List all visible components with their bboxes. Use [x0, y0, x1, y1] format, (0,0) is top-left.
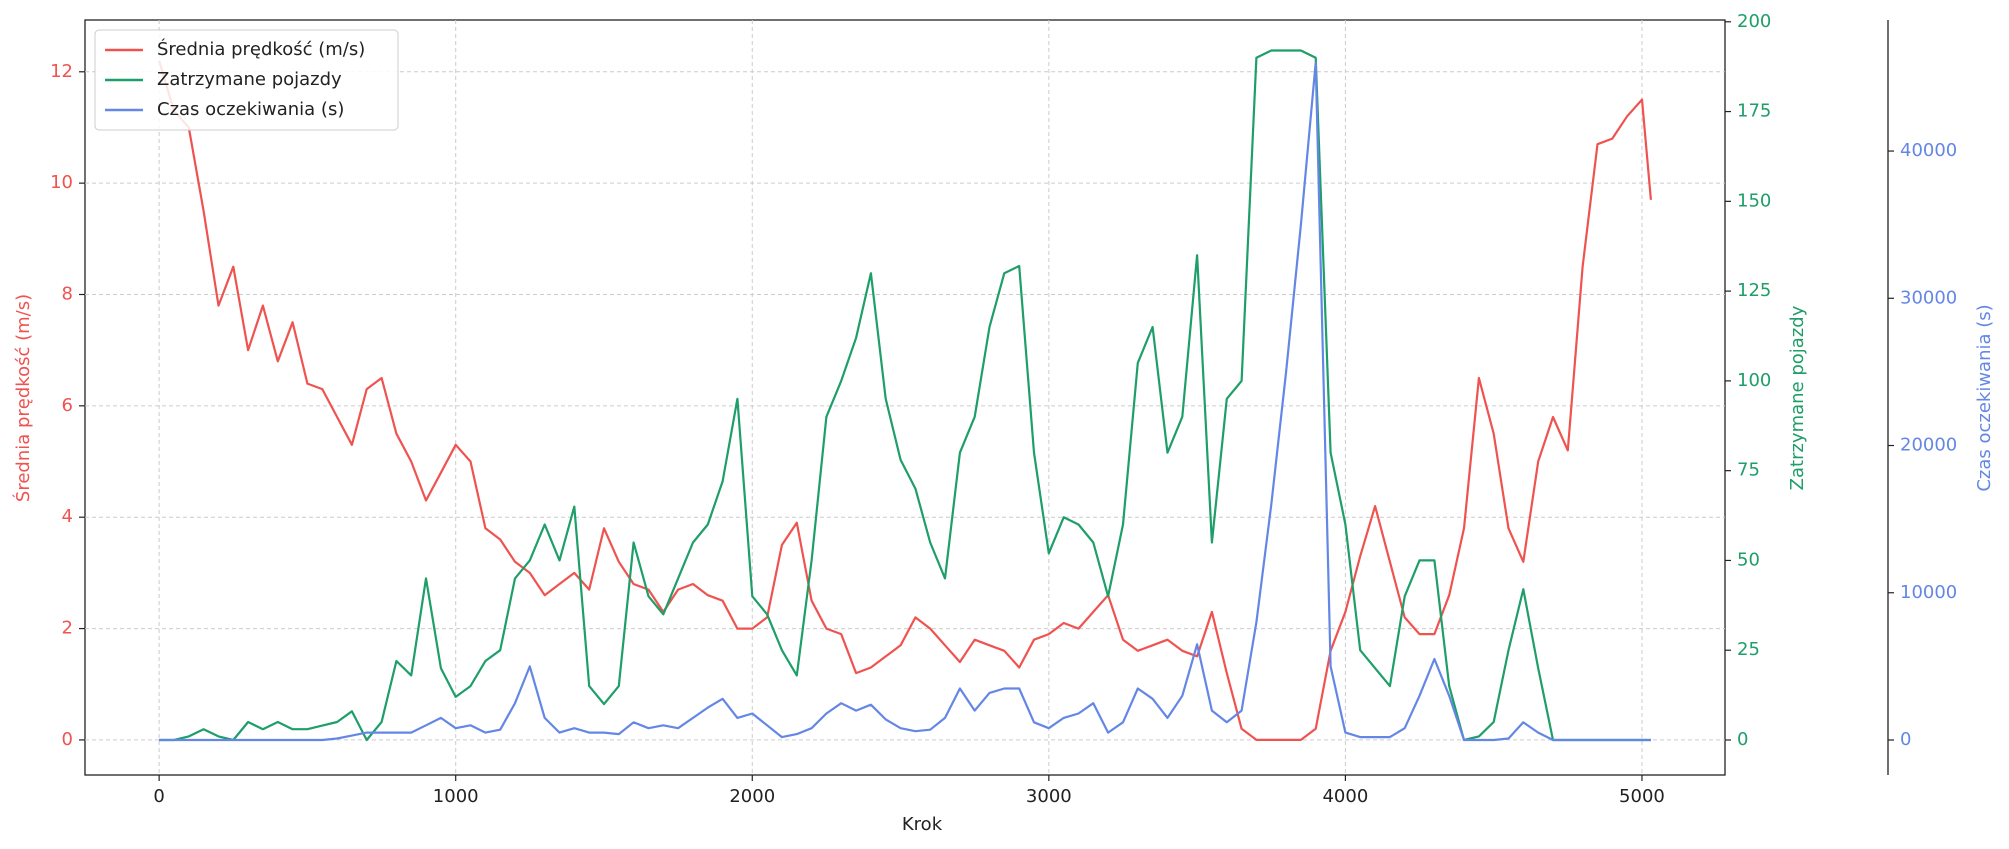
y-tick-label: 10	[50, 172, 73, 193]
y2-tick-label: 200	[1737, 11, 1771, 32]
y3-tick-label: 0	[1900, 729, 1911, 750]
y-axis-label: Średnia prędkość (m/s)	[12, 294, 34, 502]
x-tick-label: 5000	[1619, 786, 1665, 807]
y3-tick-label: 10000	[1900, 582, 1957, 603]
y-tick-label: 6	[62, 395, 73, 416]
x-axis-label: Krok	[902, 814, 943, 835]
y2-tick-label: 125	[1737, 280, 1771, 301]
x-tick-label: 0	[153, 786, 164, 807]
x-tick-label: 3000	[1026, 786, 1072, 807]
x-tick-label: 1000	[433, 786, 479, 807]
y3-axis-label: Czas oczekiwania (s)	[1974, 304, 1995, 491]
series-line	[158, 60, 1652, 741]
y2-tick-label: 50	[1737, 549, 1760, 570]
x-tick-label: 2000	[729, 786, 775, 807]
plot-frame	[84, 19, 1726, 776]
y2-tick-label: 75	[1737, 460, 1760, 481]
x-tick-label: 4000	[1322, 786, 1368, 807]
legend-box	[94, 29, 399, 131]
y3-tick-label: 30000	[1900, 287, 1957, 308]
y-tick-label: 8	[62, 283, 73, 304]
y2-tick-label: 0	[1737, 729, 1748, 750]
y-tick-label: 12	[50, 61, 73, 82]
y-tick-label: 0	[62, 729, 73, 750]
y-tick-label: 2	[62, 618, 73, 639]
y2-tick-label: 175	[1737, 101, 1771, 122]
grid	[85, 20, 1725, 775]
y2-tick-label: 150	[1737, 190, 1771, 211]
legend-label: Zatrzymane pojazdy	[157, 69, 342, 90]
legend: Średnia prędkość (m/s) Zatrzymane pojazdy…	[94, 29, 399, 131]
y2-axis-label: Zatrzymane pojazdy	[1787, 305, 1808, 490]
y-tick-label: 4	[62, 506, 73, 527]
legend-label: Czas oczekiwania (s)	[157, 99, 344, 120]
y2-tick-label: 25	[1737, 639, 1760, 660]
series-line	[159, 61, 1651, 742]
y3-tick-label: 40000	[1900, 140, 1957, 161]
legend-label: Średnia prędkość (m/s)	[157, 38, 365, 60]
y3-tick-label: 20000	[1900, 435, 1957, 456]
y2-tick-label: 100	[1737, 370, 1771, 391]
series-line	[159, 49, 1651, 742]
